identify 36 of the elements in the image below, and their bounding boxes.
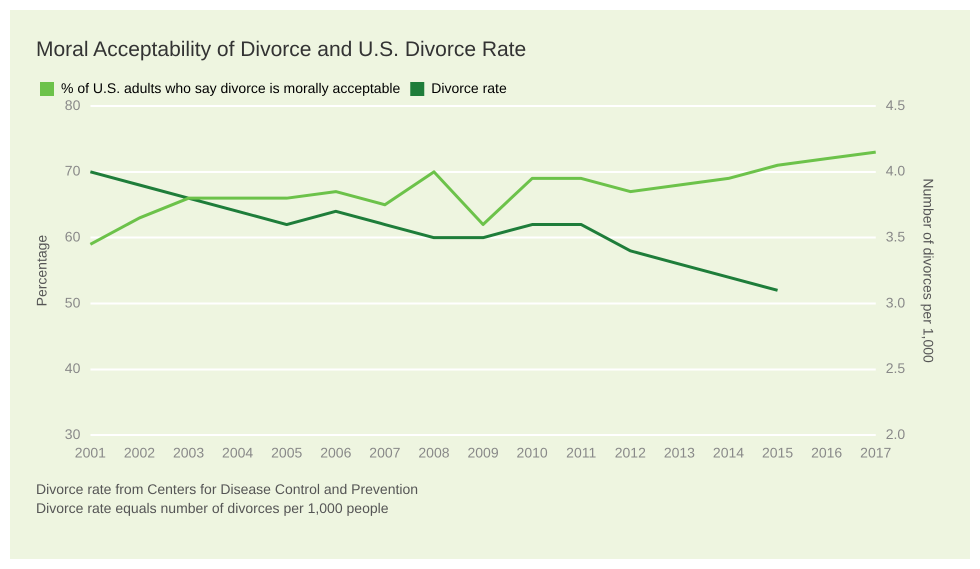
x-tick-label: 2005 <box>271 444 302 460</box>
y-tick-label: 80 <box>64 96 81 113</box>
text: Divorce rate from Centers for Disease Control and Prevention <box>36 480 418 499</box>
y-tick-label: 30 <box>64 426 81 442</box>
y2-tick-label: 3.5 <box>886 228 906 245</box>
text: Divorce rate equals number of divorces per 1,000 people <box>36 499 390 518</box>
x-tick-label: 2009 <box>467 444 499 460</box>
y-tick-label: 40 <box>64 360 81 376</box>
chart-title: Moral Acceptability of Divorce and U.S. Divorce Rate <box>36 38 526 62</box>
y2-tick-label: 4.0 <box>886 162 906 179</box>
x-tick-label: 2008 <box>418 444 450 460</box>
y-axis-title: Percentage <box>33 234 50 306</box>
y2-tick-label: 3.0 <box>886 294 906 310</box>
x-tick-label: 2007 <box>369 444 401 460</box>
legend-label: % of U.S. adults who say divorce is morally acceptable <box>61 80 400 96</box>
y2-tick-label: 2.0 <box>886 426 906 442</box>
x-tick-label: 2004 <box>222 444 254 460</box>
y-tick-label: 70 <box>64 162 81 179</box>
x-tick-label: 2016 <box>811 444 842 460</box>
y-tick-label: 60 <box>64 228 81 245</box>
x-tick-label: 2006 <box>320 444 352 460</box>
x-tick-label: 2017 <box>860 444 892 460</box>
x-tick-label: 2014 <box>712 444 744 460</box>
x-tick-label: 2015 <box>762 444 794 460</box>
y-tick-label: 50 <box>64 294 81 310</box>
x-tick-label: 2011 <box>566 444 596 460</box>
legend-label: Divorce rate <box>431 80 507 96</box>
x-tick-label: 2010 <box>516 444 548 460</box>
x-tick-label: 2002 <box>124 444 156 460</box>
x-tick-label: 2013 <box>664 444 696 460</box>
x-tick-label: 2012 <box>614 444 646 460</box>
y2-tick-label: 4.5 <box>886 96 906 113</box>
y2-tick-label: 2.5 <box>886 360 906 376</box>
x-tick-label: 2003 <box>172 444 204 460</box>
x-tick-label: 2001 <box>74 444 106 460</box>
y2-axis-title: Number of divorces per 1,000 <box>920 178 937 364</box>
